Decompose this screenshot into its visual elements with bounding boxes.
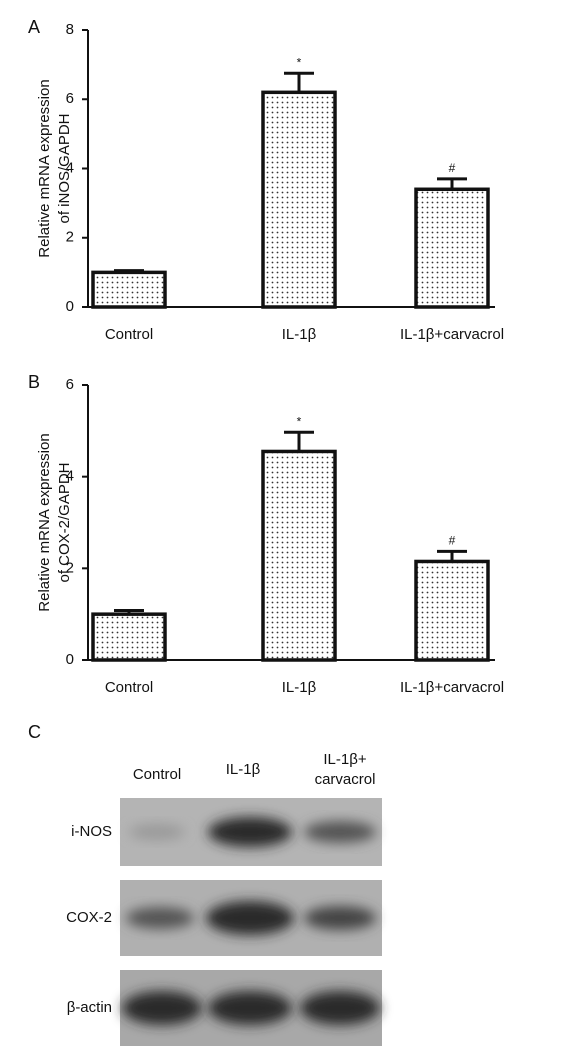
- y-axis-label: Relative mRNA expression: [36, 79, 53, 257]
- bar: [93, 614, 165, 660]
- lane-label: Control: [133, 766, 181, 783]
- y-tick-label: 2: [66, 559, 74, 576]
- panel-label: B: [28, 372, 40, 392]
- figure: C Control IL-1β IL-1β+ carvacrol i-NOS C…: [0, 0, 576, 1051]
- y-tick-label: 2: [66, 229, 74, 246]
- y-axis-label: Relative mRNA expression: [36, 433, 53, 611]
- x-tick-label: IL-1β+carvacrol: [400, 679, 504, 696]
- bar: [93, 272, 165, 307]
- x-tick-label: IL-1β+carvacrol: [400, 326, 504, 343]
- annotation: *: [297, 55, 302, 69]
- panel-label: A: [28, 17, 40, 37]
- row-label: β-actin: [67, 999, 112, 1016]
- band: [208, 991, 292, 1025]
- band: [304, 906, 376, 930]
- band: [122, 991, 202, 1025]
- band: [208, 817, 292, 847]
- x-tick-label: Control: [105, 679, 153, 696]
- lane-label: IL-1β+: [323, 751, 366, 768]
- y-tick-label: 0: [66, 298, 74, 315]
- bar: [416, 561, 488, 660]
- row-label: COX-2: [66, 909, 112, 926]
- y-tick-label: 6: [66, 90, 74, 107]
- y-tick-label: 4: [66, 468, 74, 485]
- annotation: #: [449, 534, 456, 548]
- lane-label: IL-1β: [226, 761, 261, 778]
- band: [126, 907, 194, 929]
- panel-label: C: [28, 722, 41, 742]
- band: [206, 901, 294, 935]
- x-tick-label: IL-1β: [282, 326, 317, 343]
- y-tick-label: 6: [66, 376, 74, 393]
- annotation: *: [297, 414, 302, 428]
- lane-label: carvacrol: [315, 771, 376, 788]
- bar: [416, 189, 488, 307]
- bar: [263, 92, 335, 307]
- row-label: i-NOS: [71, 823, 112, 840]
- bar: [263, 451, 335, 660]
- y-tick-label: 8: [66, 21, 74, 38]
- annotation: #: [449, 161, 456, 175]
- band: [300, 991, 380, 1025]
- y-tick-label: 0: [66, 651, 74, 668]
- x-tick-label: Control: [105, 326, 153, 343]
- y-tick-label: 4: [66, 159, 74, 176]
- x-tick-label: IL-1β: [282, 679, 317, 696]
- band: [129, 824, 185, 840]
- band: [304, 821, 376, 843]
